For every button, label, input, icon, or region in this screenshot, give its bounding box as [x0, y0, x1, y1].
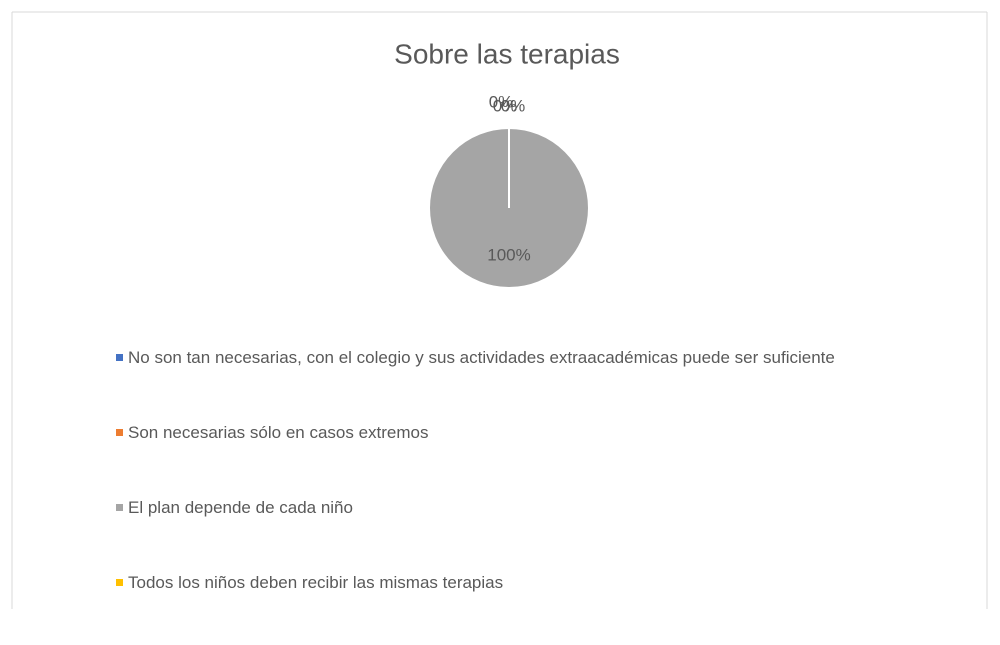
- legend-swatch: [116, 504, 123, 511]
- legend-label: Todos los niños deben recibir las mismas…: [128, 573, 504, 592]
- legend-item: No son tan necesarias, con el colegio y …: [116, 345, 956, 420]
- legend-label: Son necesarias sólo en casos extremos: [128, 423, 429, 442]
- chart-canvas: Sobre las terapias 0%0% 100% 0%: [11, 11, 988, 609]
- legend: No son tan necesarias, con el colegio y …: [116, 345, 956, 645]
- legend-swatch: [116, 429, 123, 436]
- legend-swatch: [116, 354, 123, 361]
- legend-item: Todos los niños deben recibir las mismas…: [116, 570, 956, 645]
- data-label: 100%: [487, 245, 530, 264]
- legend-item: El plan depende de cada niño: [116, 495, 956, 570]
- legend-label: No son tan necesarias, con el colegio y …: [128, 348, 835, 367]
- legend-label: El plan depende de cada niño: [128, 498, 353, 517]
- chart-title: Sobre las terapias: [394, 38, 620, 69]
- data-label: 0%: [489, 92, 514, 111]
- legend-swatch: [116, 579, 123, 586]
- data-label: 0%: [501, 96, 526, 115]
- data-label: 0%: [493, 96, 518, 115]
- legend-item: Son necesarias sólo en casos extremos: [116, 420, 956, 495]
- chart: Sobre las terapias 0% 0% 100% 0% No son tan…: [11, 11, 988, 609]
